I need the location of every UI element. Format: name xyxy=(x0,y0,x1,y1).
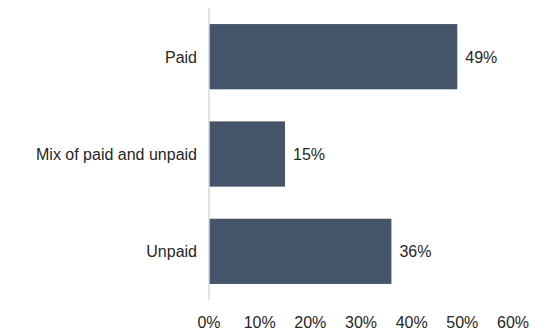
category-label: Unpaid xyxy=(146,243,197,260)
category-label: Paid xyxy=(165,49,197,66)
chart-svg: 49% 15% 36% Paid Mix of paid and unpaid Unpai… xyxy=(0,0,546,336)
tick-label: 20% xyxy=(294,314,326,331)
chart-container: 49% 15% 36% Paid Mix of paid and unpaid Unpai… xyxy=(0,0,546,336)
bar xyxy=(209,219,391,284)
bars xyxy=(209,24,457,284)
data-label: 36% xyxy=(399,243,431,260)
tick-label: 40% xyxy=(396,314,428,331)
bar xyxy=(209,121,285,186)
tick-label: 0% xyxy=(197,314,220,331)
tick-label: 50% xyxy=(446,314,478,331)
category-label: Mix of paid and unpaid xyxy=(36,146,197,163)
tick-label: 30% xyxy=(345,314,377,331)
tick-label: 10% xyxy=(244,314,276,331)
axis-line xyxy=(208,8,210,300)
tick-label: 60% xyxy=(497,314,529,331)
data-label: 49% xyxy=(465,49,497,66)
data-label: 15% xyxy=(293,146,325,163)
bar xyxy=(209,24,457,89)
